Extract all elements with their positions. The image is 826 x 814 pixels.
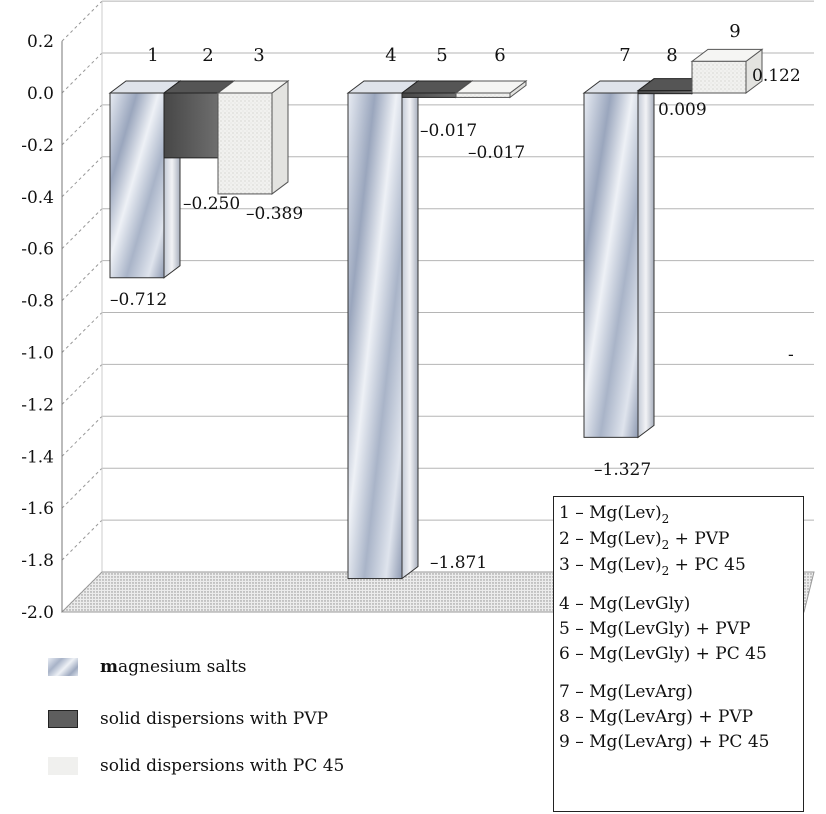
bar-number-label: 5 xyxy=(436,45,447,66)
bar-front xyxy=(637,90,693,95)
bar-front xyxy=(109,92,165,279)
key-text-suffix: + PVP xyxy=(669,529,730,549)
bar-number-label: 6 xyxy=(494,45,505,66)
bar-6 xyxy=(454,80,528,99)
bar-3 xyxy=(216,80,290,195)
bar-front xyxy=(217,92,273,195)
compound-key: 1 – Mg(Lev)2 2 – Mg(Lev)2 + PVP 3 – Mg(Lev… xyxy=(553,496,804,812)
key-line: 3 – Mg(Lev)2 + PC 45 xyxy=(559,553,803,579)
data-label: 0.122 xyxy=(752,66,801,86)
key-line: 1 – Mg(Lev)2 xyxy=(559,501,803,527)
key-subscript: 2 xyxy=(661,538,670,552)
grid-wall-line xyxy=(61,519,103,561)
legend-label: magnesium salts xyxy=(100,657,247,677)
data-label: –0.250 xyxy=(183,194,240,214)
key-text: 6 – Mg(LevGly) + PC 45 xyxy=(559,644,767,664)
bar-number-label: 3 xyxy=(253,45,264,66)
bar-side xyxy=(401,80,419,580)
bar-1 xyxy=(108,80,182,279)
data-label: –1.871 xyxy=(430,553,487,573)
data-label: –0.017 xyxy=(468,143,525,163)
key-line: 6 – Mg(LevGly) + PC 45 xyxy=(559,642,803,667)
bar-number-label: 9 xyxy=(729,21,740,42)
stray-mark: - xyxy=(788,345,794,365)
legend-swatch-pvp xyxy=(48,710,78,728)
data-label: –1.327 xyxy=(594,460,651,480)
y-tick-label: -0.2 xyxy=(21,136,54,156)
bar-number-label: 2 xyxy=(202,45,213,66)
y-tick-label: -2.0 xyxy=(21,603,54,623)
y-tick-label: -0.6 xyxy=(21,240,54,260)
data-labels: 1 –0.712 2 –0.250 3 –0.389 4 –1.871 5 –0.017 6 –0.0… xyxy=(110,21,801,573)
bar-number-label: 1 xyxy=(147,45,158,66)
key-line: 8 – Mg(LevArg) + PVP xyxy=(559,705,803,730)
key-text: 1 – Mg(Lev) xyxy=(559,503,662,523)
key-text: 3 – Mg(Lev) xyxy=(559,555,662,575)
key-text: 4 – Mg(LevGly) xyxy=(559,594,691,614)
bar-side xyxy=(637,80,655,439)
key-subscript: 2 xyxy=(661,512,670,526)
legend-swatch-pc45 xyxy=(48,757,78,775)
bar-side xyxy=(271,80,289,195)
key-text: 9 – Mg(LevArg) + PC 45 xyxy=(559,732,770,752)
bar-number-label: 8 xyxy=(666,45,677,66)
bar-7 xyxy=(582,80,656,439)
key-gap xyxy=(559,667,803,680)
grid-wall-line xyxy=(61,467,103,509)
key-text: 5 – Mg(LevGly) + PVP xyxy=(559,619,751,639)
bar-front xyxy=(347,92,403,580)
grid-wall-line xyxy=(61,260,103,301)
data-label: –0.389 xyxy=(246,204,303,224)
grid-wall-line xyxy=(61,312,103,353)
bar-front xyxy=(691,60,747,94)
key-text: 7 – Mg(LevArg) xyxy=(559,682,693,702)
bar-9 xyxy=(690,48,764,94)
legend-swatch-salts xyxy=(48,658,78,676)
legend-item-pvp: solid dispersions with PVP xyxy=(48,706,328,732)
bar-front xyxy=(455,92,511,98)
y-axis: 0.2 0.0 -0.2 -0.4 -0.6 -0.8 -1.0 -1.2 -1.4 -1.6 -1… xyxy=(21,32,63,623)
key-line: 4 – Mg(LevGly) xyxy=(559,592,803,617)
key-text: 8 – Mg(LevArg) + PVP xyxy=(559,707,754,727)
y-tick-label: -1.4 xyxy=(21,447,54,467)
grid-wall-line xyxy=(61,364,103,405)
grid-wall-line xyxy=(61,52,103,94)
legend-label: solid dispersions with PVP xyxy=(100,709,329,729)
bars xyxy=(108,48,764,580)
y-tick-label: 0.2 xyxy=(27,32,54,52)
bar-front xyxy=(163,92,219,159)
data-label: –0.712 xyxy=(110,290,167,310)
key-gap xyxy=(559,579,803,592)
bar-number-label: 7 xyxy=(619,45,630,66)
key-text-suffix: + PC 45 xyxy=(669,555,746,575)
grid-wall-line xyxy=(61,0,103,42)
key-line: 2 – Mg(Lev)2 + PVP xyxy=(559,527,803,553)
grid-wall-line xyxy=(61,415,103,457)
key-line: 7 – Mg(LevArg) xyxy=(559,680,803,705)
grid-wall-line xyxy=(61,104,103,146)
key-subscript: 2 xyxy=(661,564,670,578)
legend-item-pc45: solid dispersions with PC 45 xyxy=(48,753,344,779)
y-tick-label: -1.0 xyxy=(21,344,54,364)
y-tick-label: -1.2 xyxy=(21,395,54,415)
y-tick-label: 0.0 xyxy=(27,84,54,104)
legend-item-magnesium-salts: magnesium salts xyxy=(48,654,247,680)
grid-wall-line xyxy=(61,156,103,198)
grid-wall-line xyxy=(61,208,103,250)
bar-front xyxy=(401,92,457,98)
y-tick-label: -1.8 xyxy=(21,551,54,571)
data-label: 0.009 xyxy=(658,100,707,120)
y-tick-label: -0.8 xyxy=(21,292,54,312)
data-label: –0.017 xyxy=(420,121,477,141)
key-line: 5 – Mg(LevGly) + PVP xyxy=(559,617,803,642)
y-tick-label: -1.6 xyxy=(21,499,54,519)
legend-label: solid dispersions with PC 45 xyxy=(100,756,345,776)
bar-4 xyxy=(346,80,420,580)
bar-front xyxy=(583,92,639,438)
y-tick-label: -0.4 xyxy=(21,188,54,208)
key-line: 9 – Mg(LevArg) + PC 45 xyxy=(559,730,803,755)
key-text: 2 – Mg(Lev) xyxy=(559,529,662,549)
bar-number-label: 4 xyxy=(385,45,396,66)
